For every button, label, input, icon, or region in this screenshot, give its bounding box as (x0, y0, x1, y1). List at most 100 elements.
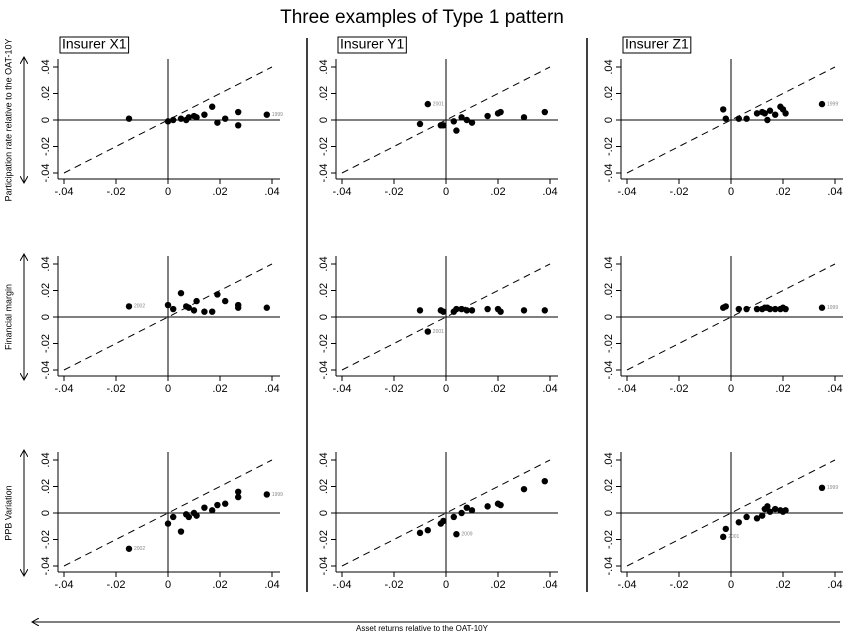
point-label: 1999 (272, 112, 283, 118)
x-tick-label: -.04 (618, 186, 637, 198)
point-label: 2001 (433, 101, 444, 107)
point (263, 304, 270, 311)
panel-title: Insurer Z1 (625, 36, 689, 52)
point (235, 108, 242, 116)
figure-title: Three examples of Type 1 pattern (280, 7, 564, 28)
point (214, 119, 221, 126)
point (722, 115, 729, 122)
x-tick-label: 0 (443, 186, 449, 198)
diagonal (63, 66, 273, 174)
y-tick-label: -.04 (603, 164, 615, 183)
point (520, 485, 528, 493)
point (424, 328, 431, 335)
panel-title-box (59, 36, 130, 54)
x-tick-label: -.02 (670, 383, 689, 395)
y-tick-label: -.04 (40, 557, 52, 576)
x-tick-label: -.02 (385, 186, 404, 198)
point (753, 110, 761, 117)
point (764, 503, 771, 510)
y-tick-label: -.04 (318, 557, 330, 576)
x-tick-label: 0 (728, 579, 734, 591)
point (222, 115, 229, 122)
point (193, 297, 200, 305)
x-tick-label: 0 (728, 186, 734, 198)
point (424, 100, 431, 108)
y-tick-label: -.02 (318, 334, 330, 353)
y-tick-label: -.02 (603, 137, 615, 156)
x-tick-label: 0 (165, 383, 171, 395)
y-tick-label: .02 (603, 283, 615, 298)
x-tick-label: .02 (490, 383, 505, 395)
y-tick-label: 0 (40, 510, 52, 516)
x-tick-label: -.04 (333, 383, 352, 395)
point (458, 305, 465, 313)
point (818, 100, 826, 108)
point (170, 116, 177, 124)
y-tick-label: -.02 (318, 530, 330, 549)
point (720, 533, 727, 541)
point (782, 110, 789, 117)
point (193, 114, 200, 121)
y-tick-label: 0 (40, 314, 52, 320)
point (722, 303, 729, 310)
x-tick-label: .04 (542, 579, 557, 591)
point (484, 112, 491, 120)
point (722, 525, 729, 533)
point (190, 307, 198, 314)
point (440, 517, 447, 525)
point (177, 289, 185, 297)
point (125, 303, 133, 310)
y-tick-label: -.02 (603, 334, 615, 353)
y-tick-label: 0 (318, 314, 330, 320)
point (185, 513, 192, 521)
y-tick-label: -.02 (40, 334, 52, 353)
point (450, 513, 457, 521)
panel-title-box (622, 36, 692, 54)
point (761, 110, 768, 117)
y-tick-label: .02 (40, 283, 52, 298)
y-tick-label: -.04 (40, 361, 52, 380)
point (453, 127, 460, 134)
point (201, 111, 208, 118)
point (440, 122, 447, 129)
panel-title-box (337, 36, 407, 54)
point (235, 488, 242, 495)
point (440, 308, 447, 315)
point-label: 1999 (827, 305, 838, 311)
point (416, 529, 424, 537)
y-tick-label: -.02 (318, 137, 330, 156)
y-tick-label: 0 (603, 510, 615, 516)
y-tick-label: -.02 (603, 530, 615, 549)
diagonal (341, 66, 551, 174)
point (720, 106, 727, 113)
x-tick-label: -.04 (55, 383, 74, 395)
y-tick-label: .04 (603, 452, 615, 467)
y-tick-label: -.02 (40, 137, 52, 156)
point (463, 504, 470, 511)
point (735, 305, 742, 313)
x-tick-label: .04 (827, 383, 842, 395)
y-tick-label: 0 (318, 117, 330, 123)
y-tick-label: -.04 (40, 164, 52, 183)
y-tick-label: -.04 (603, 361, 615, 380)
y-tick-label: .02 (318, 86, 330, 101)
point (185, 114, 192, 121)
y-tick-label: .04 (603, 59, 615, 74)
y-tick-label: -.02 (40, 530, 52, 549)
y-tick-label: .04 (318, 452, 330, 467)
x-tick-label: -.02 (385, 383, 404, 395)
point (235, 304, 242, 311)
x-tick-label: -.04 (333, 579, 352, 591)
point-label: 2009 (461, 532, 472, 538)
point (209, 308, 216, 315)
point (222, 500, 229, 507)
point (416, 120, 424, 128)
y-axis-title: Financial margin (3, 284, 13, 350)
x-tick-label: 0 (728, 383, 734, 395)
point (214, 291, 221, 298)
point (453, 305, 460, 313)
y-tick-label: 0 (603, 117, 615, 123)
point (759, 512, 766, 519)
point (743, 115, 750, 122)
point (263, 111, 270, 118)
